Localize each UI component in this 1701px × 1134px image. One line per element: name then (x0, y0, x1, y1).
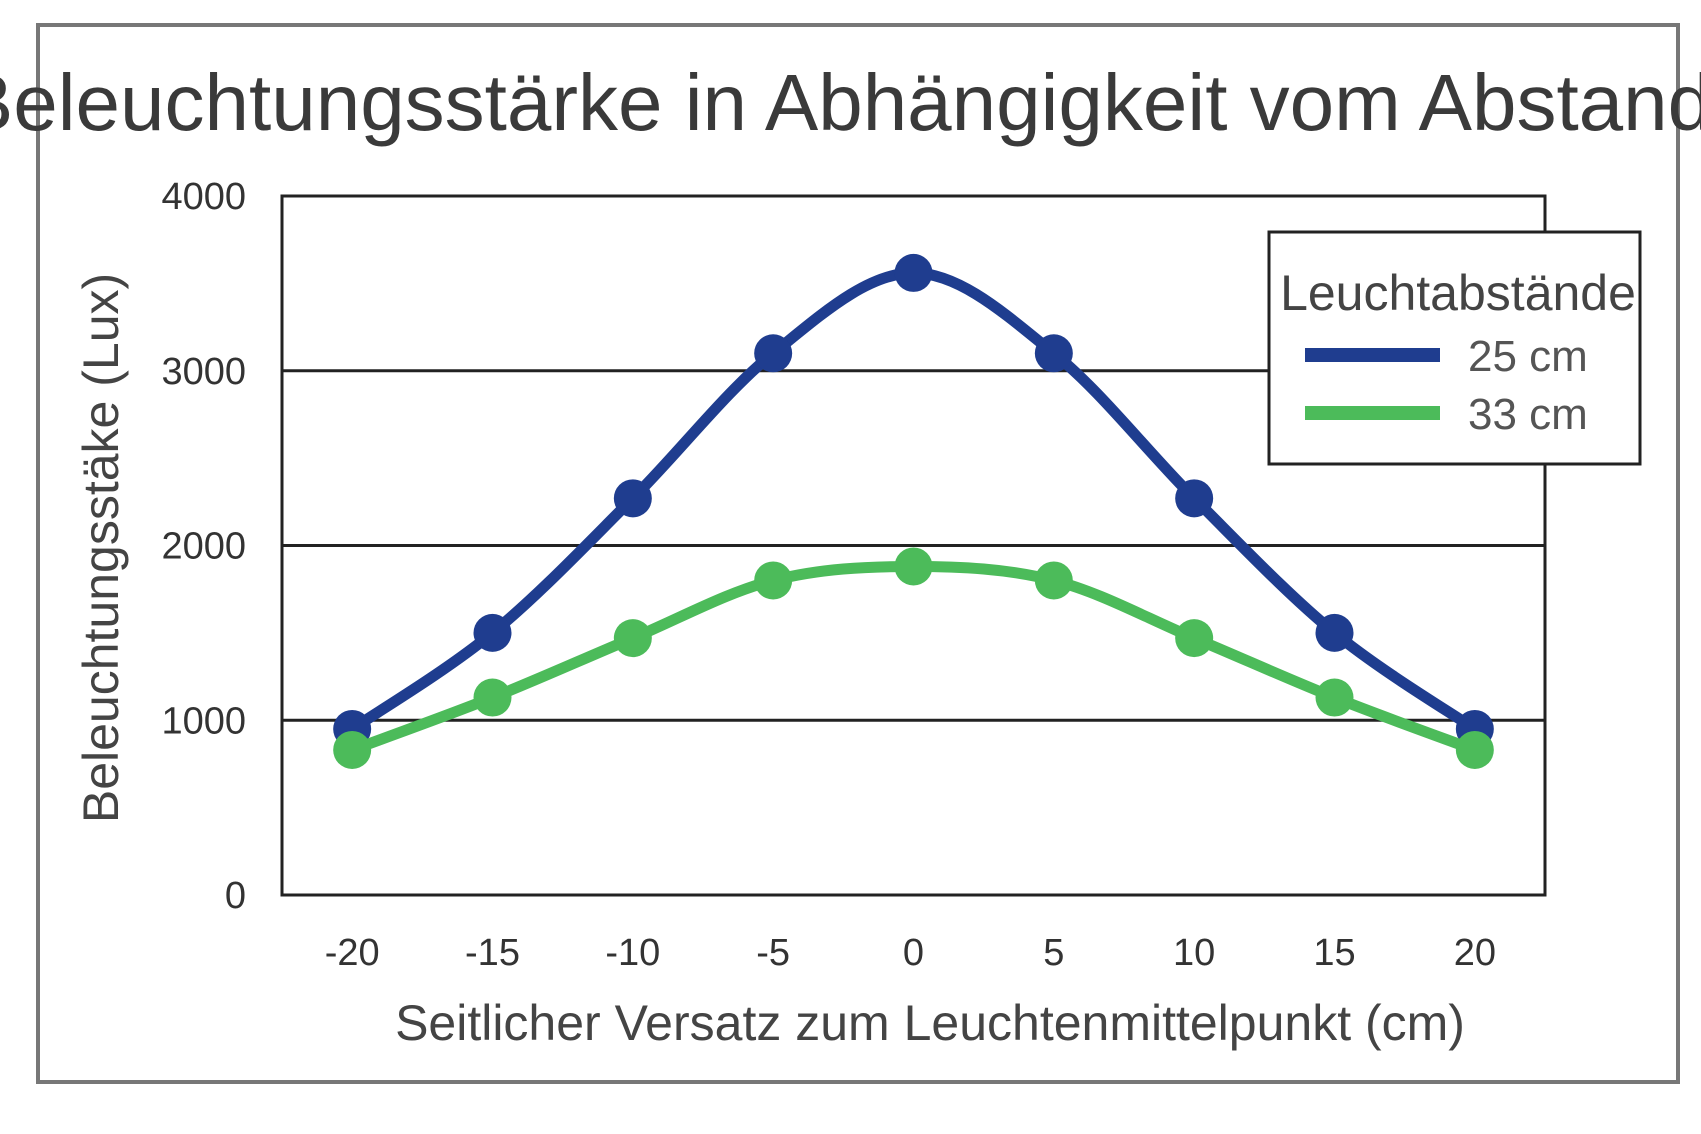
x-tick-label: -20 (325, 932, 380, 974)
series-layer (333, 253, 1494, 769)
x-tick-label: 5 (1043, 932, 1064, 974)
data-point (1315, 613, 1354, 652)
data-point (613, 619, 652, 658)
y-tick-label: 1000 (161, 700, 246, 742)
data-point (473, 613, 512, 652)
y-tick-label: 4000 (161, 176, 246, 218)
x-tick-label: -10 (605, 932, 660, 974)
chart-frame (36, 23, 1680, 1084)
data-point (1315, 678, 1354, 717)
series-33-cm (333, 547, 1494, 769)
y-axis-ticks: 0 1000 2000 3000 4000 (161, 176, 246, 917)
data-point (613, 479, 652, 518)
data-point (1175, 619, 1214, 658)
y-axis-label: Beleuchtungsstäke (Lux) (73, 273, 129, 823)
x-tick-label: 15 (1313, 932, 1355, 974)
chart-title: Beleuchtungsstärke in Abhängigkeit vom A… (0, 58, 1701, 147)
x-tick-label: -15 (465, 932, 520, 974)
series-25-cm (333, 253, 1494, 748)
y-tick-label: 0 (225, 875, 246, 917)
y-tick-label: 3000 (161, 351, 246, 393)
data-point (894, 253, 933, 292)
data-point (1034, 561, 1073, 600)
legend: Leuchtabstände 25 cm 33 cm (1267, 230, 1642, 466)
x-axis-label: Seitlicher Versatz zum Leuchtenmittelpun… (395, 995, 1465, 1051)
data-point (1175, 479, 1214, 518)
data-point (1455, 730, 1494, 769)
x-tick-label: -5 (756, 932, 790, 974)
x-tick-label: 0 (903, 932, 924, 974)
data-point (333, 730, 372, 769)
data-point (894, 547, 933, 586)
legend-label: 25 cm (1468, 332, 1588, 381)
x-tick-label: 20 (1454, 932, 1496, 974)
legend-items: 25 cm 33 cm (1305, 332, 1588, 439)
data-point (1034, 334, 1073, 373)
y-tick-label: 2000 (161, 526, 246, 568)
x-tick-label: 10 (1173, 932, 1215, 974)
legend-label: 33 cm (1468, 390, 1588, 439)
data-point (754, 561, 793, 600)
x-axis-ticks: -20 -15 -10 -5 0 5 10 15 20 (325, 932, 1496, 974)
legend-title: Leuchtabstände (1280, 265, 1636, 321)
plot-area (280, 194, 1547, 897)
data-point (754, 334, 793, 373)
data-point (473, 678, 512, 717)
